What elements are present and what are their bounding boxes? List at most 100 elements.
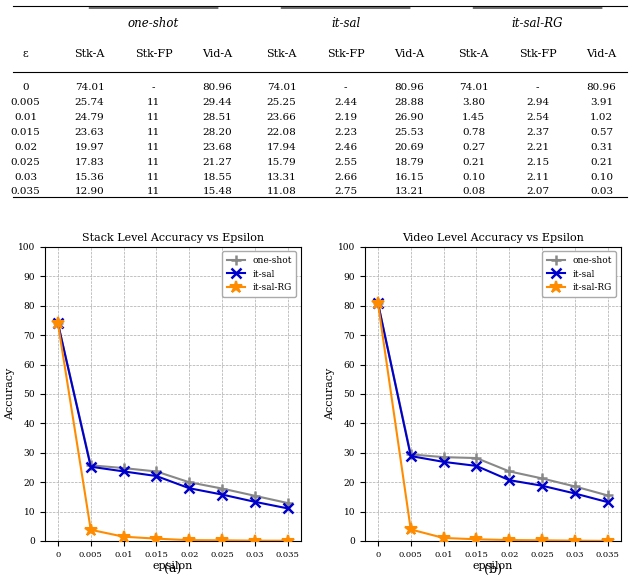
Text: 25.25: 25.25 bbox=[267, 98, 296, 108]
Text: Vid-A: Vid-A bbox=[586, 49, 617, 59]
Text: 13.31: 13.31 bbox=[267, 172, 296, 182]
Text: 22.08: 22.08 bbox=[267, 128, 296, 137]
Text: 2.21: 2.21 bbox=[526, 143, 549, 152]
Text: 23.66: 23.66 bbox=[267, 113, 296, 122]
Text: 0.01: 0.01 bbox=[14, 113, 37, 122]
Text: 0.10: 0.10 bbox=[462, 172, 485, 182]
Text: 28.20: 28.20 bbox=[203, 128, 232, 137]
Text: 2.75: 2.75 bbox=[334, 188, 357, 196]
Title: Video Level Accuracy vs Epsilon: Video Level Accuracy vs Epsilon bbox=[402, 233, 584, 243]
Y-axis label: Accuracy: Accuracy bbox=[5, 368, 15, 420]
Text: 2.66: 2.66 bbox=[334, 172, 357, 182]
Text: 2.37: 2.37 bbox=[526, 128, 549, 137]
Text: 19.97: 19.97 bbox=[75, 143, 104, 152]
Text: 29.44: 29.44 bbox=[203, 98, 232, 108]
Text: 18.55: 18.55 bbox=[203, 172, 232, 182]
Text: 28.88: 28.88 bbox=[395, 98, 424, 108]
Text: 3.91: 3.91 bbox=[590, 98, 613, 108]
Text: 0.005: 0.005 bbox=[11, 98, 40, 108]
Text: 11: 11 bbox=[147, 143, 160, 152]
Text: 15.79: 15.79 bbox=[267, 158, 296, 167]
Text: 80.96: 80.96 bbox=[587, 83, 616, 92]
Text: 24.79: 24.79 bbox=[75, 113, 104, 122]
Text: 0.78: 0.78 bbox=[462, 128, 485, 137]
Text: 16.15: 16.15 bbox=[395, 172, 424, 182]
Text: 0: 0 bbox=[22, 83, 29, 92]
Text: 0.025: 0.025 bbox=[11, 158, 40, 167]
Text: 13.21: 13.21 bbox=[395, 188, 424, 196]
Text: 28.51: 28.51 bbox=[203, 113, 232, 122]
Text: 0.10: 0.10 bbox=[590, 172, 613, 182]
Text: 2.55: 2.55 bbox=[334, 158, 357, 167]
Text: 17.83: 17.83 bbox=[75, 158, 104, 167]
Text: Stk-A: Stk-A bbox=[266, 49, 297, 59]
Text: 0.03: 0.03 bbox=[14, 172, 37, 182]
Text: it-sal: it-sal bbox=[331, 18, 360, 31]
Text: 2.07: 2.07 bbox=[526, 188, 549, 196]
Text: (b): (b) bbox=[484, 563, 502, 576]
Text: 20.69: 20.69 bbox=[395, 143, 424, 152]
Text: 26.90: 26.90 bbox=[395, 113, 424, 122]
Text: 23.68: 23.68 bbox=[203, 143, 232, 152]
Text: 2.11: 2.11 bbox=[526, 172, 549, 182]
Text: 2.23: 2.23 bbox=[334, 128, 357, 137]
Text: 15.36: 15.36 bbox=[75, 172, 104, 182]
Text: 18.79: 18.79 bbox=[395, 158, 424, 167]
Text: it-sal-RG: it-sal-RG bbox=[512, 18, 563, 31]
Text: 17.94: 17.94 bbox=[267, 143, 296, 152]
Text: 80.96: 80.96 bbox=[395, 83, 424, 92]
Text: 74.01: 74.01 bbox=[459, 83, 488, 92]
Text: 2.94: 2.94 bbox=[526, 98, 549, 108]
Text: Stk-FP: Stk-FP bbox=[135, 49, 172, 59]
Text: 1.45: 1.45 bbox=[462, 113, 485, 122]
Text: 2.19: 2.19 bbox=[334, 113, 357, 122]
Text: 0.31: 0.31 bbox=[590, 143, 613, 152]
Legend: one-shot, it-sal, it-sal-RG: one-shot, it-sal, it-sal-RG bbox=[543, 252, 616, 296]
Text: 0.57: 0.57 bbox=[590, 128, 613, 137]
Text: 74.01: 74.01 bbox=[75, 83, 104, 92]
Text: 0.035: 0.035 bbox=[11, 188, 40, 196]
Text: 25.53: 25.53 bbox=[395, 128, 424, 137]
Text: 2.54: 2.54 bbox=[526, 113, 549, 122]
Text: 11: 11 bbox=[147, 158, 160, 167]
Y-axis label: Accuracy: Accuracy bbox=[325, 368, 335, 420]
Text: (a): (a) bbox=[164, 563, 182, 576]
Text: 11: 11 bbox=[147, 188, 160, 196]
Text: 2.46: 2.46 bbox=[334, 143, 357, 152]
Text: 11.08: 11.08 bbox=[267, 188, 296, 196]
Text: 0.08: 0.08 bbox=[462, 188, 485, 196]
Text: 1.02: 1.02 bbox=[590, 113, 613, 122]
Text: 2.44: 2.44 bbox=[334, 98, 357, 108]
Text: 0.21: 0.21 bbox=[462, 158, 485, 167]
Text: Stk-A: Stk-A bbox=[74, 49, 105, 59]
Text: one-shot: one-shot bbox=[128, 18, 179, 31]
Text: 23.63: 23.63 bbox=[75, 128, 104, 137]
Text: 0.21: 0.21 bbox=[590, 158, 613, 167]
X-axis label: epsilon: epsilon bbox=[472, 562, 513, 572]
Text: 0.27: 0.27 bbox=[462, 143, 485, 152]
Text: Stk-FP: Stk-FP bbox=[519, 49, 556, 59]
Title: Stack Level Accuracy vs Epsilon: Stack Level Accuracy vs Epsilon bbox=[82, 233, 264, 243]
Text: 0.03: 0.03 bbox=[590, 188, 613, 196]
Text: -: - bbox=[344, 83, 348, 92]
Text: Stk-FP: Stk-FP bbox=[327, 49, 364, 59]
Text: 11: 11 bbox=[147, 172, 160, 182]
Text: ε: ε bbox=[23, 49, 28, 59]
Text: Vid-A: Vid-A bbox=[202, 49, 233, 59]
Text: 21.27: 21.27 bbox=[203, 158, 232, 167]
Text: 11: 11 bbox=[147, 128, 160, 137]
X-axis label: epsilon: epsilon bbox=[152, 562, 193, 572]
Text: -: - bbox=[536, 83, 540, 92]
Text: 12.90: 12.90 bbox=[75, 188, 104, 196]
Text: 25.74: 25.74 bbox=[75, 98, 104, 108]
Text: 0.02: 0.02 bbox=[14, 143, 37, 152]
Text: 0.015: 0.015 bbox=[11, 128, 40, 137]
Text: 11: 11 bbox=[147, 113, 160, 122]
Text: 2.15: 2.15 bbox=[526, 158, 549, 167]
Text: 74.01: 74.01 bbox=[267, 83, 296, 92]
Text: 11: 11 bbox=[147, 98, 160, 108]
Text: 80.96: 80.96 bbox=[203, 83, 232, 92]
Text: Stk-A: Stk-A bbox=[458, 49, 489, 59]
Legend: one-shot, it-sal, it-sal-RG: one-shot, it-sal, it-sal-RG bbox=[223, 252, 296, 296]
Text: 15.48: 15.48 bbox=[203, 188, 232, 196]
